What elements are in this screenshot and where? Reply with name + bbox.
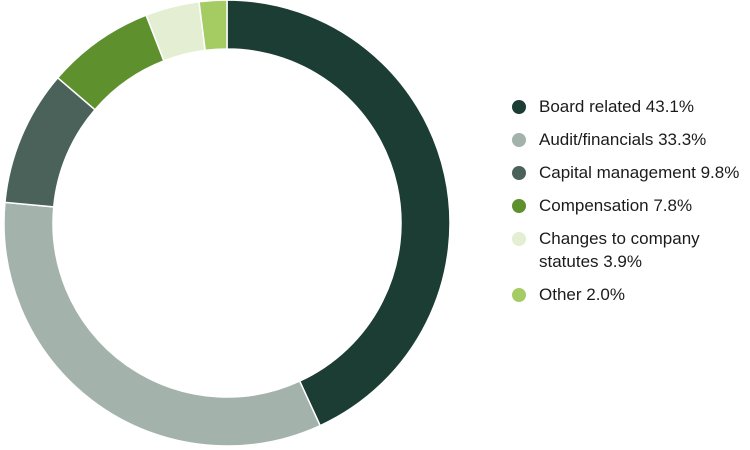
legend-label-other: Other 2.0% xyxy=(539,285,625,304)
legend-swatch-compensation xyxy=(512,199,526,213)
legend-label-board-related: Board related 43.1% xyxy=(539,97,694,116)
legend-swatch-audit-financials xyxy=(512,133,526,147)
slice-other xyxy=(198,0,228,52)
legend-label-audit-financials: Audit/financials 33.3% xyxy=(539,130,707,149)
legend-swatch-other xyxy=(512,288,526,302)
slice-board-related xyxy=(226,0,451,427)
chart-legend: Board related 43.1% Audit/financials 33.… xyxy=(512,95,744,316)
legend-item-board-related: Board related 43.1% xyxy=(512,95,744,118)
legend-label-changes-to-company-statutes: Changes to company statutes 3.9% xyxy=(539,229,700,271)
legend-item-other: Other 2.0% xyxy=(512,283,744,306)
legend-swatch-changes-to-company-statutes xyxy=(512,232,526,246)
legend-item-audit-financials: Audit/financials 33.3% xyxy=(512,128,744,151)
legend-item-compensation: Compensation 7.8% xyxy=(512,194,744,217)
legend-swatch-capital-management xyxy=(512,166,526,180)
legend-label-compensation: Compensation 7.8% xyxy=(539,196,693,215)
donut-slices xyxy=(3,0,451,447)
legend-item-changes-to-company-statutes: Changes to company statutes 3.9% xyxy=(512,227,744,273)
legend-label-capital-management: Capital management 9.8% xyxy=(539,163,740,182)
slice-audit-financials xyxy=(3,201,322,447)
legend-item-capital-management: Capital management 9.8% xyxy=(512,161,744,184)
legend-swatch-board-related xyxy=(512,100,526,114)
